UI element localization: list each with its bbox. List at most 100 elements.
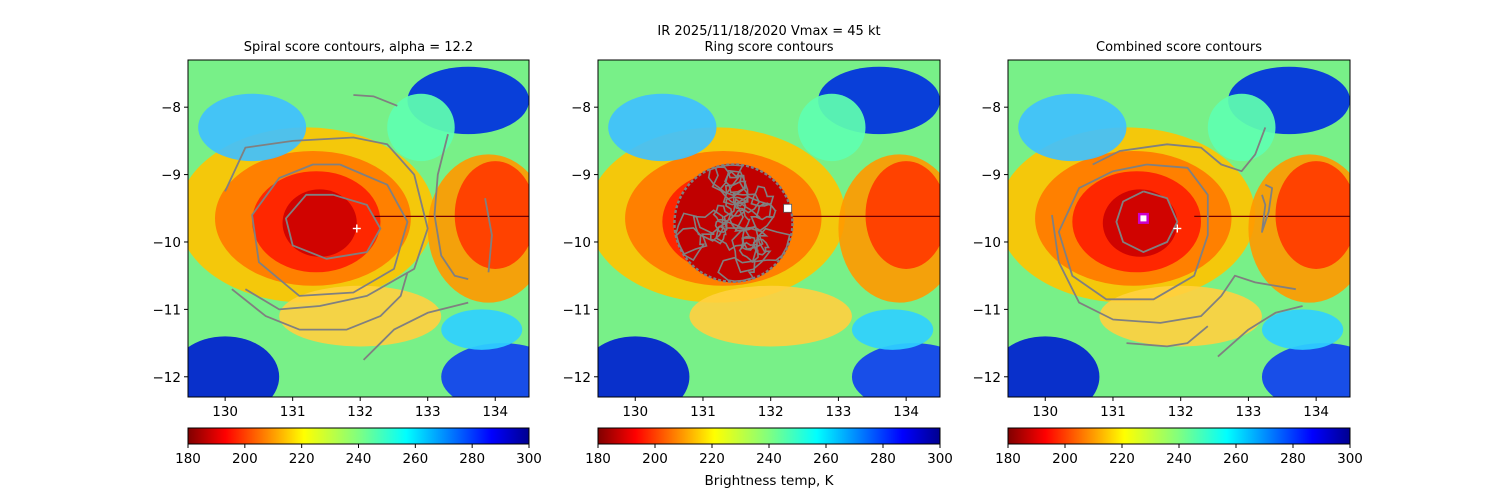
y-tick-label: −12 (563, 370, 592, 386)
colorbar-tick-label: 200 (232, 451, 258, 467)
axes-frame (187, 59, 530, 398)
x-tick-label: 134 (893, 404, 919, 420)
ring-contour (731, 225, 772, 274)
colorbar-tick-label: 180 (175, 451, 201, 467)
colorbar-tick-label: 240 (1166, 451, 1192, 467)
x-tick-label: 131 (280, 404, 306, 420)
y-tick-label: −12 (153, 370, 182, 386)
score-contour-line (1051, 214, 1296, 324)
combined-center-marker-inner (1140, 215, 1147, 222)
colorbar-tick-label: 200 (1052, 451, 1078, 467)
south-band (279, 285, 442, 347)
colorbar-tick-label: 220 (699, 451, 725, 467)
score-contour-line (484, 198, 493, 273)
score-contour-line (353, 94, 398, 107)
y-tick-label: −12 (973, 370, 1002, 386)
colorbar-tick-label: 280 (1280, 451, 1306, 467)
north-cirrus (387, 93, 455, 162)
figure-suptitle: IR 2025/11/18/2020 Vmax = 45 kt (657, 24, 880, 39)
x-tick-label: 132 (758, 404, 784, 420)
north-clear-west (1018, 93, 1127, 162)
score-contour-line (1057, 163, 1209, 301)
colorbar-tick-label: 300 (1337, 451, 1363, 467)
score-contour-line (1092, 127, 1267, 173)
y-tick-label: −10 (153, 235, 182, 251)
ring-contour (707, 166, 740, 195)
score-contour-line (433, 133, 469, 280)
colorbar-tick-label: 220 (289, 451, 315, 467)
convective-core (282, 189, 357, 257)
ring-score-contours (673, 163, 794, 284)
score-contours (224, 94, 493, 361)
north-clear-west (608, 93, 717, 162)
score-contour-line (1261, 183, 1273, 233)
southwest-clear (1008, 336, 1100, 397)
ring-center-square-marker (783, 203, 793, 213)
score-contour-line (1126, 325, 1209, 348)
colorbar-tick-label: 180 (995, 451, 1021, 467)
spiral-score-panel: Spiral score contours, alpha = 12.2 130 13… (153, 40, 542, 467)
y-tick-label: −11 (973, 302, 1002, 318)
center-estimate-plus-marker (1173, 224, 1182, 233)
y-tick-label: −11 (153, 302, 182, 318)
southwest-clear (188, 336, 280, 397)
southeast-cirrus (1261, 309, 1344, 350)
colorbar (1007, 427, 1351, 445)
ring-contour (675, 212, 715, 256)
score-contours (1051, 127, 1303, 358)
colorbar (597, 427, 941, 445)
ring-contour (751, 227, 791, 263)
southeast-cirrus (441, 309, 523, 350)
ring-contour (715, 221, 752, 252)
colorbar-tick-label: 180 (585, 451, 611, 467)
colorbar-tick-label: 260 (1223, 451, 1249, 467)
y-tick-label: −9 (571, 168, 591, 184)
north-cirrus (797, 93, 866, 162)
colorbar-tick-label: 200 (642, 451, 668, 467)
x-tick-label: 130 (622, 404, 648, 420)
ring-contour-edge (673, 163, 794, 284)
x-tick-label: 130 (1032, 404, 1058, 420)
ring-contour (722, 180, 749, 206)
colorbar (187, 427, 530, 445)
x-tick-label: 134 (482, 404, 508, 420)
southwest-clear (598, 336, 690, 397)
x-tick-label: 132 (347, 404, 373, 420)
colorbar-tick-label: 240 (756, 451, 782, 467)
x-tick-label: 133 (1236, 404, 1262, 420)
colorbar-tick-label: 280 (870, 451, 896, 467)
southeast-clear (441, 343, 529, 397)
colorbar-tick-label: 240 (346, 451, 372, 467)
score-contour-line (231, 272, 409, 331)
x-tick-label: 134 (1303, 404, 1329, 420)
score-contour-line (1115, 190, 1179, 254)
y-tick-label: −9 (981, 168, 1001, 184)
southeast-clear (1261, 343, 1350, 397)
ring-contour (675, 227, 706, 262)
axes-frame (597, 59, 941, 398)
y-tick-label: −11 (563, 302, 592, 318)
colorbar-tick-label: 300 (516, 451, 542, 467)
colorbar-tick-label: 220 (1109, 451, 1135, 467)
y-tick-label: −8 (161, 100, 181, 116)
axes-frame (1007, 59, 1351, 398)
east-band-inner (454, 161, 529, 269)
ring-contour (723, 197, 762, 230)
panel-title: Combined score contours (1096, 40, 1262, 55)
north-cirrus (1207, 93, 1276, 162)
panel-title: Spiral score contours, alpha = 12.2 (244, 40, 473, 55)
x-tick-label: 133 (415, 404, 441, 420)
score-contour-line (251, 163, 409, 297)
north-clear-west (198, 93, 307, 162)
ring-contour (755, 202, 777, 221)
ring-contour (740, 235, 756, 251)
east-band-inner (1275, 161, 1350, 269)
panel-title: Ring score contours (704, 40, 833, 55)
southeast-clear (851, 343, 940, 397)
south-band (689, 285, 852, 347)
ring-region-fill (673, 163, 794, 283)
east-band-inner (865, 161, 940, 269)
y-tick-label: −8 (571, 100, 591, 116)
ring-score-panel: Ring score contours 130 131 132 133 134 −8 −9 −1… (563, 40, 953, 467)
